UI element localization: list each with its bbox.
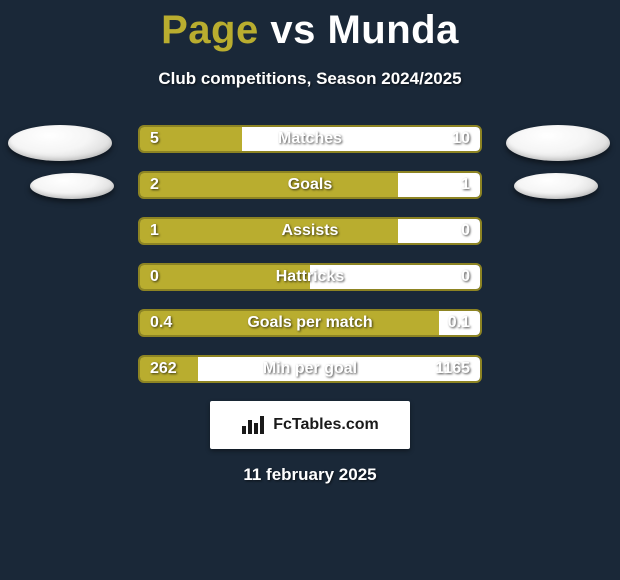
footer-date: 11 february 2025 — [0, 465, 620, 485]
bar-track: 2 Goals 1 — [138, 171, 482, 199]
badge-text: FcTables.com — [273, 416, 379, 434]
player2-avatar — [506, 125, 610, 161]
vs-separator: vs — [270, 8, 316, 52]
bar-track: 5 Matches 10 — [138, 125, 482, 153]
player1-name: Page — [161, 8, 259, 52]
player2-avatar — [514, 173, 598, 199]
comparison-chart: 5 Matches 10 2 Goals 1 1 Assists 0 0 — [0, 125, 620, 385]
bar-right-fill — [439, 311, 480, 335]
stat-row: 1 Assists 0 — [0, 217, 620, 247]
subtitle: Club competitions, Season 2024/2025 — [0, 69, 620, 89]
stat-row: 5 Matches 10 — [0, 125, 620, 155]
player1-avatar — [30, 173, 114, 199]
fctables-badge[interactable]: FcTables.com — [210, 401, 410, 449]
player2-name: Munda — [327, 8, 458, 52]
bar-track: 262 Min per goal 1165 — [138, 355, 482, 383]
stat-row: 0 Hattricks 0 — [0, 263, 620, 293]
bar-right-fill — [198, 357, 480, 381]
bar-left-fill — [140, 127, 242, 151]
bar-track: 1 Assists 0 — [138, 217, 482, 245]
bar-right-fill — [310, 265, 480, 289]
bar-left-fill — [140, 173, 398, 197]
page-title: Page vs Munda — [0, 0, 620, 53]
stat-row: 262 Min per goal 1165 — [0, 355, 620, 385]
bar-track: 0.4 Goals per match 0.1 — [138, 309, 482, 337]
stat-row: 2 Goals 1 — [0, 171, 620, 201]
bar-left-fill — [140, 311, 439, 335]
bar-left-fill — [140, 219, 398, 243]
bar-right-fill — [398, 173, 480, 197]
bar-right-fill — [242, 127, 480, 151]
bar-track: 0 Hattricks 0 — [138, 263, 482, 291]
bar-left-fill — [140, 357, 198, 381]
bar-left-fill — [140, 265, 310, 289]
stat-row: 0.4 Goals per match 0.1 — [0, 309, 620, 339]
player1-avatar — [8, 125, 112, 161]
bar-right-fill — [398, 219, 480, 243]
bar-chart-icon — [241, 414, 267, 436]
